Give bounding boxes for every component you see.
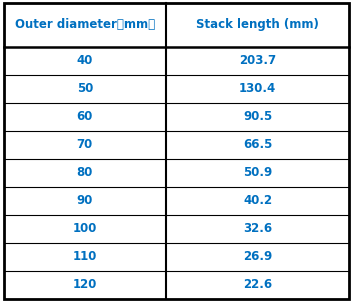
Text: 32.6: 32.6 (243, 222, 273, 235)
Text: 203.7: 203.7 (239, 54, 276, 67)
Text: 40.2: 40.2 (243, 194, 273, 207)
Text: 80: 80 (77, 166, 93, 179)
Text: 60: 60 (77, 110, 93, 123)
Text: Outer diameter（mm）: Outer diameter（mm） (15, 18, 155, 31)
Text: 40: 40 (77, 54, 93, 67)
Text: 120: 120 (73, 278, 97, 291)
Text: 130.4: 130.4 (239, 82, 276, 95)
Text: 70: 70 (77, 138, 93, 151)
Text: 50.9: 50.9 (243, 166, 273, 179)
Text: 66.5: 66.5 (243, 138, 273, 151)
Text: Stack length (mm): Stack length (mm) (196, 18, 319, 31)
Text: 110: 110 (73, 250, 97, 263)
Text: 26.9: 26.9 (243, 250, 273, 263)
Text: 50: 50 (77, 82, 93, 95)
Text: 22.6: 22.6 (243, 278, 273, 291)
Text: 100: 100 (73, 222, 97, 235)
Text: 90.5: 90.5 (243, 110, 273, 123)
Text: 90: 90 (77, 194, 93, 207)
